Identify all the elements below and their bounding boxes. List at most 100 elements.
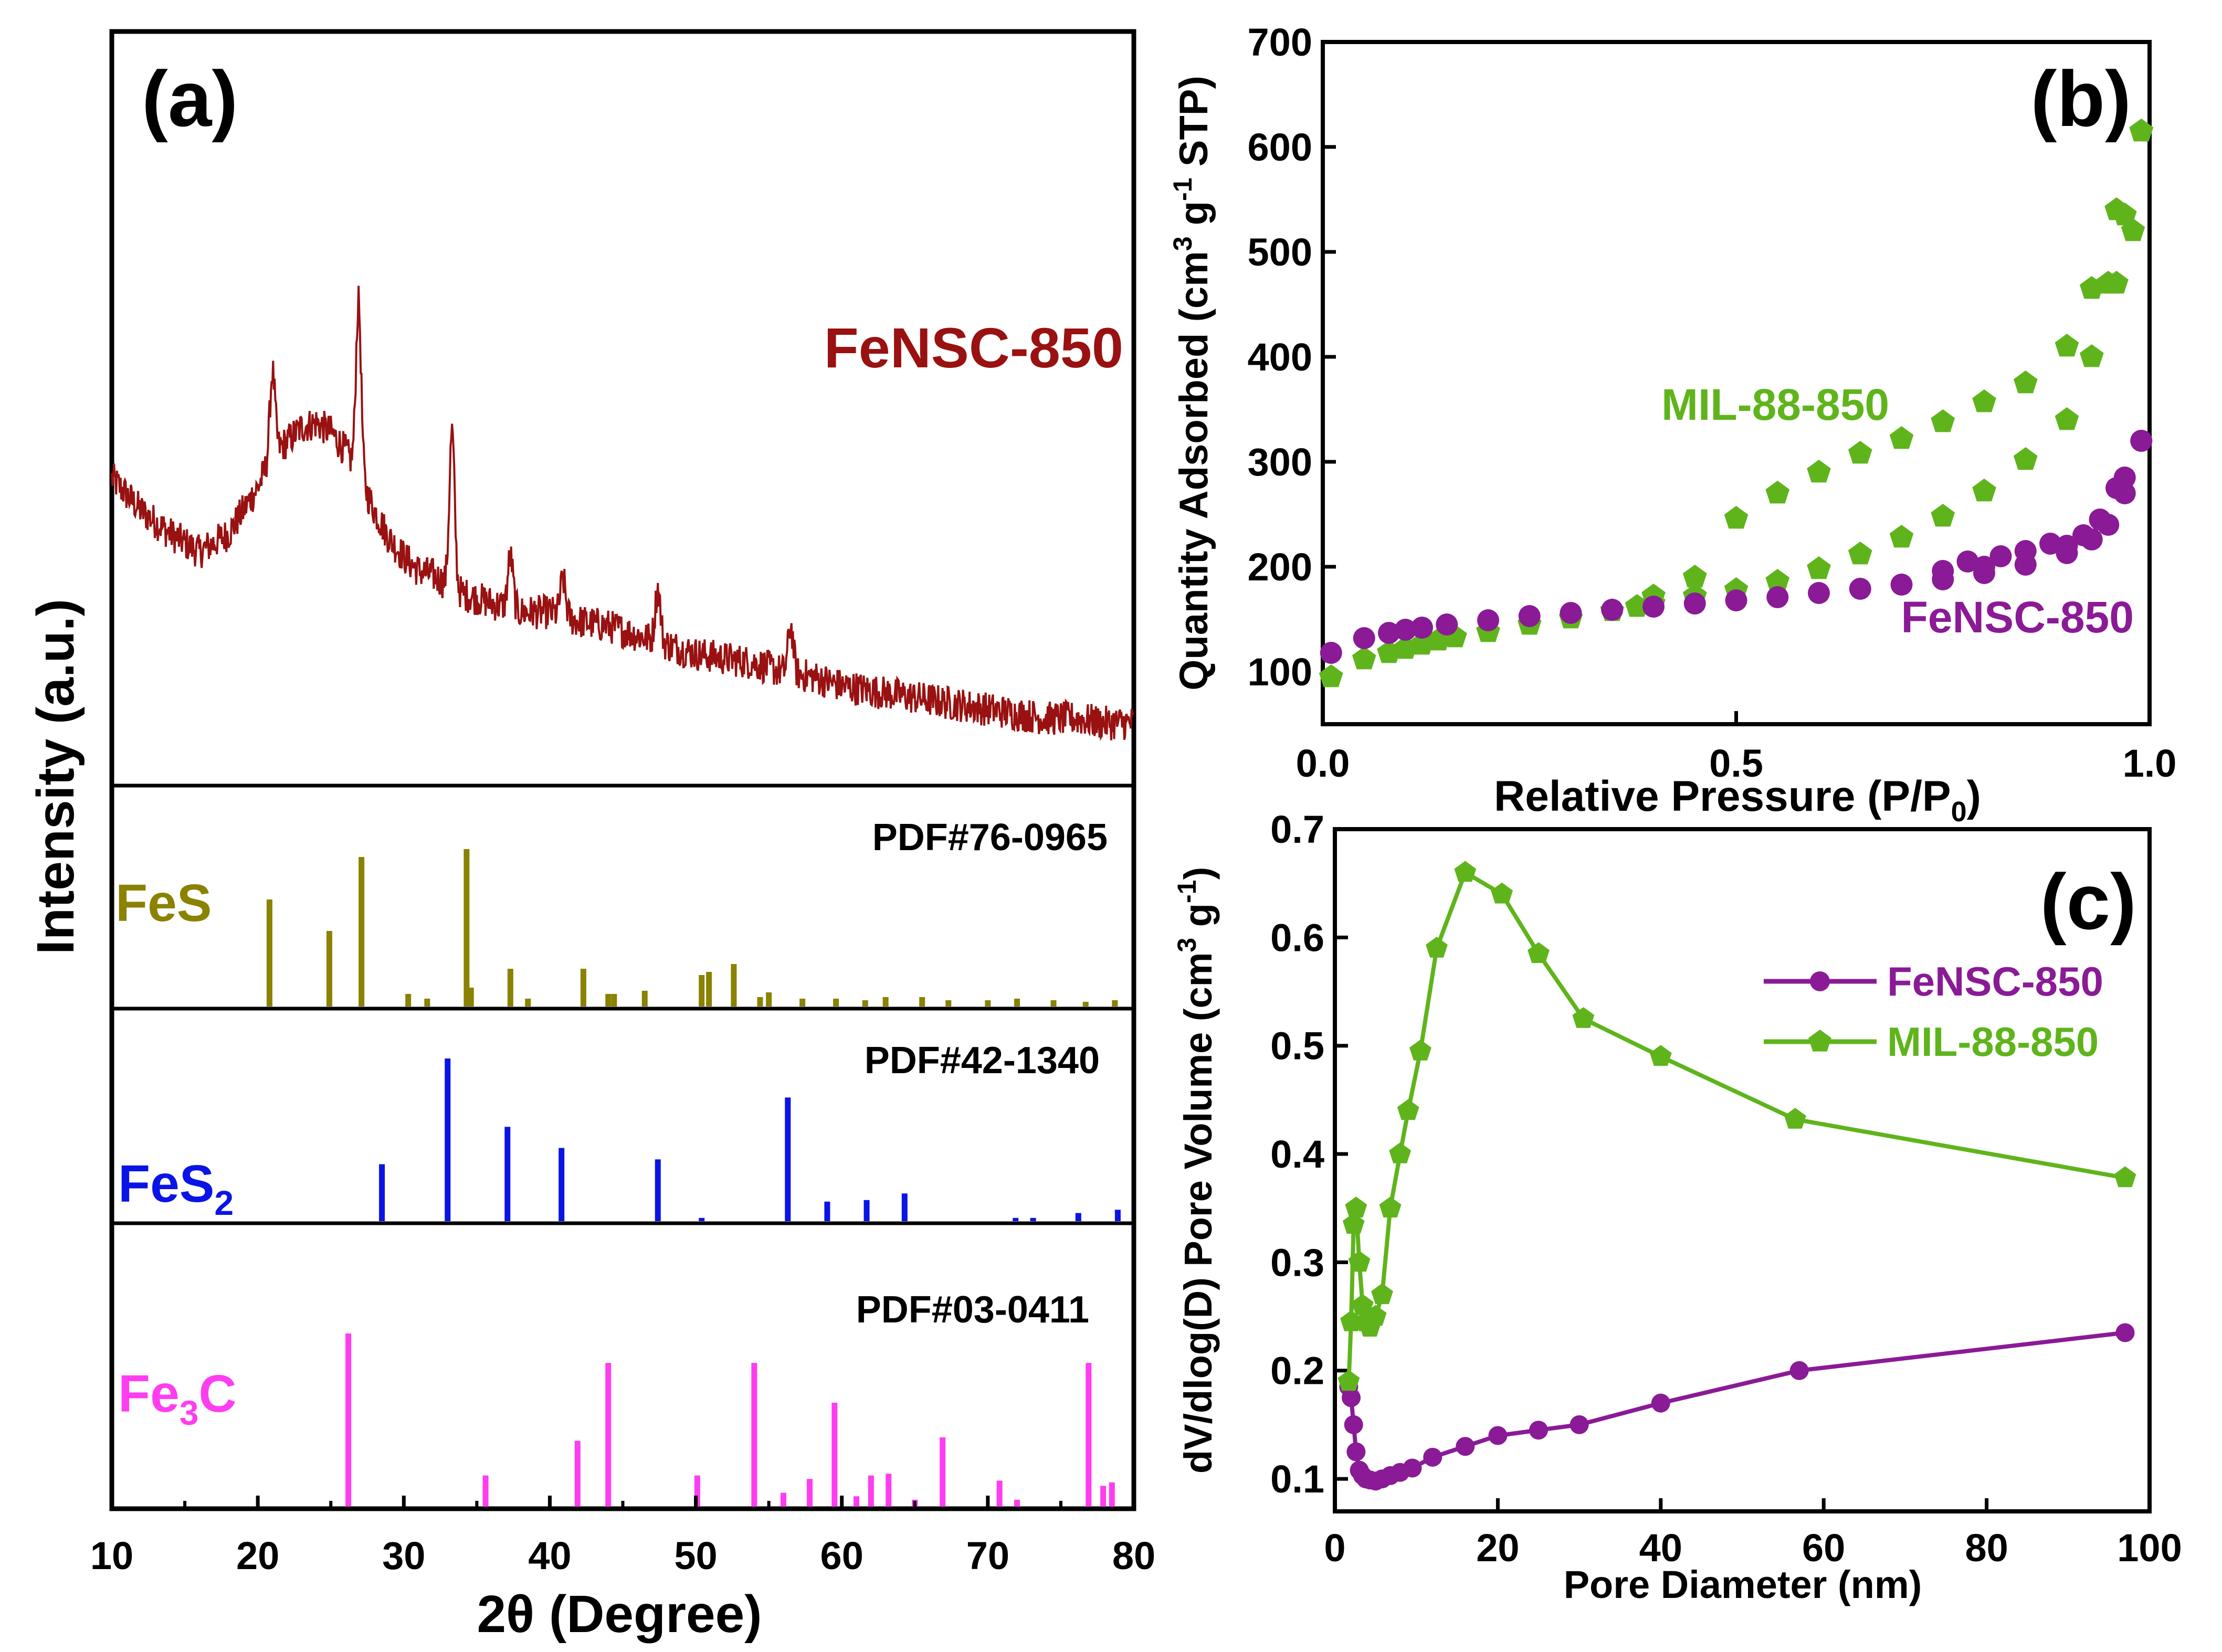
fensc-isotherm-point: [2014, 540, 2037, 562]
fensc-isotherm-point: [2105, 477, 2128, 499]
mil-isotherm-point: [1319, 664, 1343, 687]
mil-pore-point: [1364, 1305, 1387, 1326]
mil-isotherm-point: [1848, 542, 1872, 565]
x-tick-label: 50: [674, 1534, 717, 1577]
fe3c-label: Fe3C: [118, 1364, 237, 1432]
fensc-isotherm-label: FeNSC-850: [1901, 592, 2134, 642]
x-tick-label: 60: [1802, 1526, 1845, 1570]
panel-a: 10 20 30 40 50 60 70 80 (a) FeNSC-850 PDF#76-09…: [26, 29, 1155, 1644]
panel-b-isotherms: [1319, 119, 2154, 687]
x-tick-label: 20: [236, 1534, 279, 1577]
mil-isotherm-point: [2129, 119, 2154, 142]
mil-isotherm-point: [1724, 506, 1749, 529]
mil-pore-point: [1491, 882, 1513, 904]
x-tick-label: 30: [382, 1534, 425, 1577]
x-tick-label: 40: [1639, 1526, 1682, 1570]
panel-c-xlabel: Pore Diameter (nm): [1564, 1563, 1922, 1606]
fensc-pore-point: [1789, 1361, 1809, 1380]
x-tick-label: 0.0: [1296, 742, 1350, 785]
mil-isotherm-point: [1931, 409, 1955, 432]
legend-fensc-marker: [1810, 971, 1830, 991]
panel-a-title: (a): [142, 55, 238, 143]
panel-b-ylabel: Quantity Adsorbed (cm3 g-1 STP): [1168, 76, 1216, 691]
fensc-isotherm-point: [2039, 533, 2061, 555]
fensc-pore-point: [1456, 1437, 1475, 1456]
panel-c-distributions: [1338, 861, 2136, 1491]
fensc-isotherm-point: [1683, 592, 1706, 615]
fes-label: FeS: [115, 874, 212, 933]
fensc-isotherm-point: [1956, 550, 1979, 573]
fensc-isotherm-point: [1973, 556, 1995, 578]
mil-isotherm-point: [1972, 389, 1996, 412]
fensc-xrd-trace: [111, 285, 1134, 742]
mil-isotherm-point: [2055, 334, 2079, 357]
x-tick-label: 1.0: [2123, 742, 2177, 785]
fes2-pdf-card: PDF#42-1340: [865, 1040, 1100, 1082]
x-tick-label: 100: [2117, 1526, 2182, 1570]
panel-c-legend: FeNSC-850 MIL-88-850: [1764, 958, 2103, 1065]
x-tick-label: 80: [1112, 1534, 1155, 1577]
y-tick-label: 0.5: [1270, 1024, 1324, 1068]
fensc-pore-point: [1651, 1393, 1670, 1413]
fensc-isotherm-point: [2130, 430, 2153, 452]
panel-a-x-axis: 10 20 30 40 50 60 70 80: [90, 1496, 1155, 1577]
y-tick-label: 300: [1248, 440, 1312, 484]
mil-isotherm-point: [2013, 370, 2038, 394]
panel-b: 100 200 300 400 500 600 700 0.0 0.5 1.0 (b) MIL-8…: [1168, 20, 2176, 828]
y-tick-label: 0.6: [1270, 916, 1324, 959]
y-tick-label: 0.1: [1270, 1457, 1324, 1501]
fensc-pore-point: [2115, 1323, 2135, 1342]
fensc-isotherm-point: [1477, 609, 1499, 631]
fensc-isotherm-point: [2072, 524, 2094, 546]
fensc-pore-point: [1346, 1442, 1366, 1462]
mil-pore-point: [1371, 1283, 1393, 1305]
mil-pore-point: [1379, 1196, 1402, 1217]
x-tick-label: 70: [966, 1534, 1009, 1577]
x-tick-label: 80: [1965, 1526, 2008, 1570]
mil-isotherm-point: [2104, 197, 2129, 220]
x-tick-label: 40: [528, 1534, 571, 1577]
fes2-label: FeS2: [118, 1155, 234, 1222]
fes2-reference-sticks: [379, 1058, 1121, 1221]
mil-pore-point: [1454, 861, 1477, 882]
legend-fensc-label: FeNSC-850: [1887, 958, 2103, 1004]
y-tick-label: 0.2: [1270, 1349, 1324, 1393]
fensc-pore-point: [1342, 1388, 1361, 1407]
panel-b-title: (b): [2030, 55, 2131, 143]
fensc-isotherm-point: [1932, 560, 1954, 582]
fensc-pore-point: [1529, 1421, 1548, 1440]
legend-mil-marker: [1808, 1030, 1831, 1052]
mil-isotherm-point: [2079, 344, 2104, 367]
x-tick-label: 60: [820, 1534, 863, 1577]
panel-c-ylabel: dV/dlog(D) Pore Volume (cm3 g-1): [1172, 867, 1220, 1474]
mil-pore-point: [1338, 1370, 1360, 1391]
fensc-isotherm-point: [2056, 535, 2078, 557]
fe3c-pdf-card: PDF#03-0411: [856, 1289, 1089, 1331]
mil-pore-point: [2114, 1166, 2136, 1188]
fensc-isotherm-point: [1642, 596, 1665, 618]
mil-isotherm-point: [1931, 504, 1955, 527]
y-tick-label: 100: [1248, 650, 1312, 694]
mil-isotherm-point: [2013, 447, 2038, 470]
fensc-isotherm-point: [1353, 627, 1375, 649]
mil-isotherm-point: [1848, 441, 1872, 464]
mil-isotherm-point: [1352, 647, 1376, 670]
y-tick-label: 200: [1248, 545, 1312, 589]
mil-pore-point: [1397, 1099, 1419, 1120]
mil-pore-point: [1528, 942, 1550, 963]
fensc-xrd-label: FeNSC-850: [824, 316, 1123, 379]
y-tick-label: 0.4: [1270, 1132, 1324, 1176]
y-tick-label: 0.7: [1270, 808, 1324, 851]
fensc-isotherm-point: [1725, 589, 1747, 611]
mil-pore-point: [1426, 937, 1448, 958]
mil-isotherm-point: [2079, 276, 2104, 299]
panel-c-frame: [1333, 827, 2152, 1513]
fensc-pore-point: [1423, 1447, 1442, 1467]
fes-reference-sticks: [266, 849, 1118, 1007]
fensc-isotherm-point: [1808, 582, 1830, 604]
mil-pore-point: [1342, 1213, 1365, 1234]
fensc-isotherm-point: [1989, 545, 2012, 567]
panel-a-xlabel: 2θ (Degree): [477, 1585, 762, 1644]
